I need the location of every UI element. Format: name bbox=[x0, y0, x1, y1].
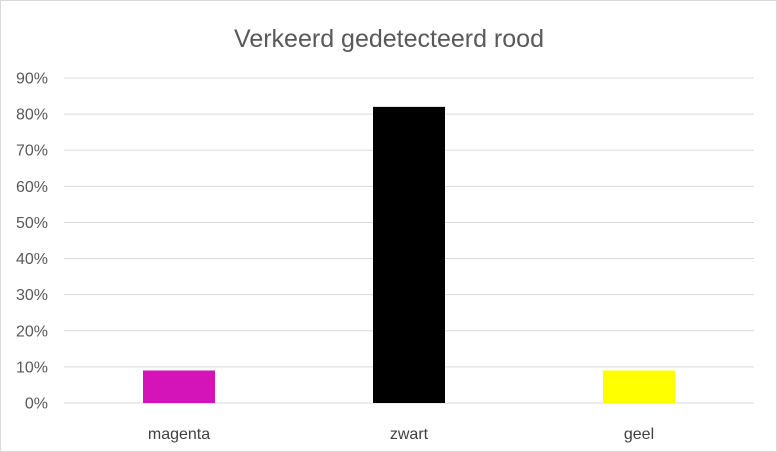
x-axis-categories: magenta zwart geel bbox=[148, 426, 654, 443]
x-category-label: magenta bbox=[148, 426, 210, 443]
chart-title: Verkeerd gedetecteerd rood bbox=[234, 25, 544, 53]
y-tick-label: 70% bbox=[16, 143, 48, 160]
y-axis-ticks: 0% 10% 20% 30% 40% 50% 60% 70% 80% 90% bbox=[16, 71, 48, 413]
bar-zwart bbox=[373, 106, 445, 403]
y-tick-label: 10% bbox=[16, 359, 48, 376]
x-category-label: zwart bbox=[390, 426, 429, 443]
y-tick-label: 80% bbox=[16, 107, 48, 124]
bar-magenta bbox=[143, 370, 215, 403]
y-tick-label: 50% bbox=[16, 215, 48, 232]
y-tick-label: 30% bbox=[16, 287, 48, 304]
bars bbox=[143, 106, 675, 403]
bar-geel bbox=[603, 370, 675, 403]
y-tick-label: 0% bbox=[25, 396, 48, 413]
y-tick-label: 60% bbox=[16, 179, 48, 196]
y-tick-label: 40% bbox=[16, 251, 48, 268]
x-category-label: geel bbox=[624, 426, 654, 443]
y-tick-label: 90% bbox=[16, 71, 48, 88]
y-tick-label: 20% bbox=[16, 323, 48, 340]
